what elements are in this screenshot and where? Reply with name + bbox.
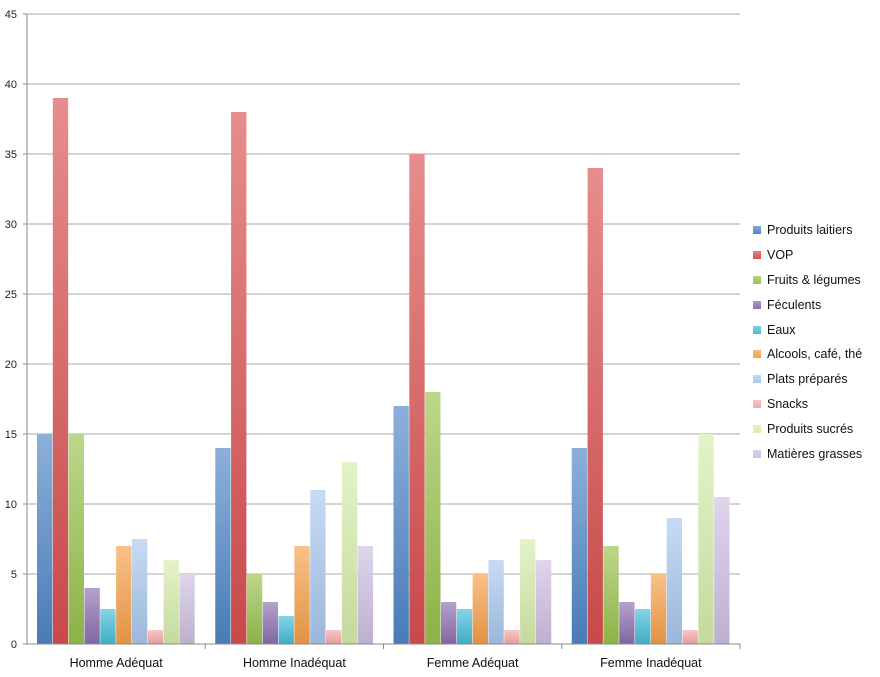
legend-item: Eaux <box>753 317 878 342</box>
legend-swatch <box>753 350 761 359</box>
bar-snacks-3 <box>682 630 698 644</box>
legend-label: Plats préparés <box>767 372 848 387</box>
x-category-label: Homme Inadéquat <box>243 656 346 670</box>
y-tick-label: 0 <box>11 639 17 651</box>
legend-item: Féculents <box>753 292 878 317</box>
legend-swatch <box>753 226 761 235</box>
bar-plats-pr-par-s-1 <box>310 490 326 644</box>
y-tick-label: 20 <box>5 359 17 371</box>
y-tick-label: 35 <box>5 149 17 161</box>
y-tick-label: 40 <box>5 79 17 91</box>
bar-eaux-2 <box>456 609 473 644</box>
legend-label: Produits sucrés <box>767 421 854 436</box>
bar-f-culents-0 <box>84 588 100 644</box>
bar-fruits-l-gumes-1 <box>246 574 263 644</box>
x-category-label: Femme Adéquat <box>427 656 519 670</box>
legend: Produits laitiers VOP Fruits & légumes Fécu… <box>753 218 878 466</box>
bar-alcools-caf-th--0 <box>116 546 132 644</box>
legend-swatch <box>753 300 761 309</box>
legend-swatch <box>753 325 761 334</box>
y-tick-label: 25 <box>5 289 17 301</box>
bar-produits-sucr-s-1 <box>341 462 358 644</box>
legend-swatch <box>753 275 761 284</box>
x-axis-labels: Homme Adéquat Homme Inadéquat Femme Adéqua… <box>70 656 703 670</box>
bar-snacks-1 <box>326 630 342 644</box>
bar-mati-res-grasses-3 <box>714 497 730 644</box>
y-tick-label: 15 <box>5 429 17 441</box>
x-category-label: Femme Inadéquat <box>600 656 702 670</box>
bar-snacks-0 <box>147 630 164 644</box>
bar-fruits-l-gumes-0 <box>68 434 84 644</box>
legend-label: Fruits & légumes <box>767 272 861 287</box>
bar-eaux-3 <box>635 609 651 644</box>
bar-eaux-1 <box>278 616 294 644</box>
bar-produits-sucr-s-0 <box>163 560 179 644</box>
legend-item: Fruits & légumes <box>753 268 878 293</box>
bar-alcools-caf-th--3 <box>650 574 667 644</box>
legend-item: Alcools, café, thé <box>753 342 878 367</box>
y-axis-ticks: 0 5 10 15 20 25 30 35 40 45 <box>5 9 27 651</box>
legend-swatch <box>753 424 761 433</box>
legend-label: Féculents <box>767 297 822 312</box>
legend-item: Produits sucrés <box>753 416 878 441</box>
legend-item: Matières grasses <box>753 441 878 466</box>
bar-vop-3 <box>587 168 603 644</box>
bar-produits-laitiers-2 <box>393 406 409 644</box>
y-tick-label: 45 <box>5 9 17 21</box>
bar-vop-0 <box>52 98 69 644</box>
bar-plats-pr-par-s-0 <box>131 539 148 644</box>
bar-snacks-2 <box>504 630 520 644</box>
bar-plats-pr-par-s-2 <box>488 560 504 644</box>
y-tick-label: 10 <box>5 499 17 511</box>
legend-label: VOP <box>767 248 794 263</box>
bar-alcools-caf-th--1 <box>294 546 310 644</box>
legend-item: VOP <box>753 243 878 268</box>
bar-f-culents-3 <box>619 602 635 644</box>
legend-swatch <box>753 399 761 408</box>
bar-vop-1 <box>231 112 247 644</box>
legend-swatch <box>753 375 761 384</box>
bar-plats-pr-par-s-3 <box>666 518 683 644</box>
bar-mati-res-grasses-0 <box>179 574 195 644</box>
bar-mati-res-grasses-1 <box>357 546 373 644</box>
legend-swatch <box>753 251 761 260</box>
legend-label: Eaux <box>767 322 796 337</box>
legend-label: Produits laitiers <box>767 223 853 238</box>
legend-label: Snacks <box>767 396 808 411</box>
gridlines <box>27 13 740 575</box>
y-tick-label: 5 <box>11 569 17 581</box>
bar-fruits-l-gumes-2 <box>425 392 441 644</box>
bar-eaux-0 <box>100 609 116 644</box>
bar-produits-laitiers-3 <box>571 448 588 644</box>
legend-label: Alcools, café, thé <box>767 347 863 362</box>
legend-item: Plats préparés <box>753 367 878 392</box>
legend-label: Matières grasses <box>767 446 863 461</box>
bar-vop-2 <box>409 154 425 644</box>
bar-f-culents-1 <box>262 602 279 644</box>
bar-produits-laitiers-1 <box>215 448 231 644</box>
bar-fruits-l-gumes-3 <box>603 546 619 644</box>
bar-alcools-caf-th--2 <box>472 574 488 644</box>
axes <box>26 14 741 649</box>
bar-f-culents-2 <box>440 602 457 644</box>
legend-item: Produits laitiers <box>753 218 878 243</box>
bar-produits-laitiers-0 <box>37 434 53 644</box>
bar-produits-sucr-s-3 <box>698 434 714 644</box>
legend-item: Snacks <box>753 392 878 417</box>
x-category-label: Homme Adéquat <box>70 656 164 670</box>
y-tick-label: 30 <box>5 219 17 231</box>
bar-produits-sucr-s-2 <box>520 539 536 644</box>
legend-swatch <box>753 449 761 458</box>
bar-mati-res-grasses-2 <box>535 560 552 644</box>
bars <box>37 98 730 644</box>
